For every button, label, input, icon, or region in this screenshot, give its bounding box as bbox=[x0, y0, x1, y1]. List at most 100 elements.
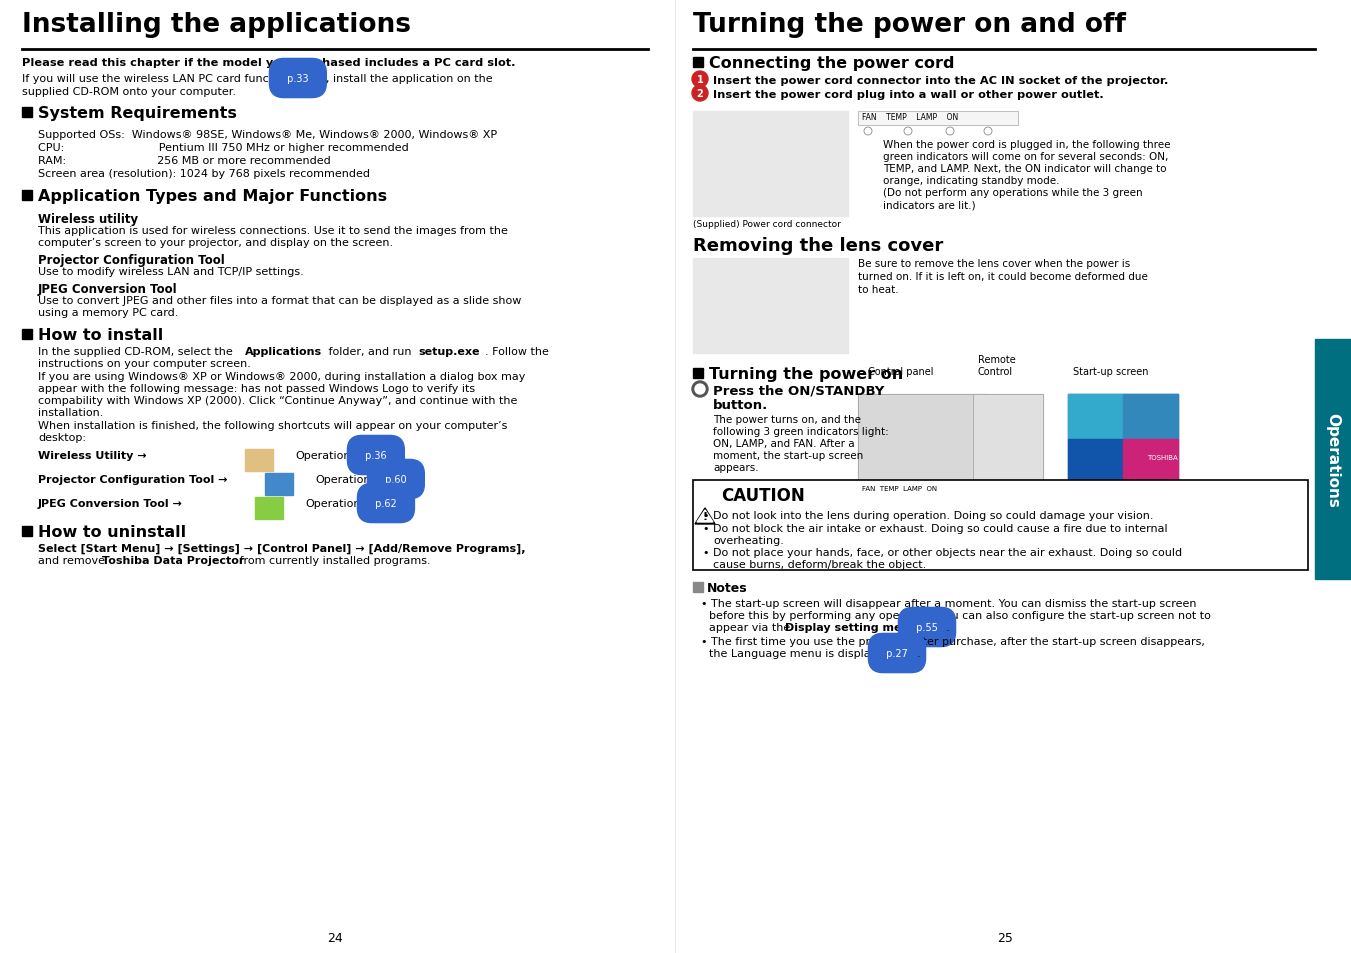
Text: CPU:                           Pentium III 750 MHz or higher recommended: CPU: Pentium III 750 MHz or higher recom… bbox=[38, 143, 409, 152]
Text: • Do not look into the lens during operation. Doing so could damage your vision.: • Do not look into the lens during opera… bbox=[703, 511, 1154, 520]
Text: p.55: p.55 bbox=[913, 622, 942, 633]
Text: the Language menu is displayed: the Language menu is displayed bbox=[709, 648, 892, 659]
Text: Wireless Utility →: Wireless Utility → bbox=[38, 451, 147, 460]
Text: . Follow the: . Follow the bbox=[485, 347, 549, 356]
Text: from currently installed programs.: from currently installed programs. bbox=[236, 556, 431, 565]
Bar bbox=[22, 526, 32, 537]
Text: instructions on your computer screen.: instructions on your computer screen. bbox=[38, 358, 251, 369]
Text: In the supplied CD-ROM, select the: In the supplied CD-ROM, select the bbox=[38, 347, 236, 356]
Bar bbox=[858, 395, 988, 484]
Text: supplied CD-ROM onto your computer.: supplied CD-ROM onto your computer. bbox=[22, 87, 236, 97]
Bar bbox=[858, 484, 988, 497]
Text: to heat.: to heat. bbox=[858, 285, 898, 294]
Text: p.27: p.27 bbox=[884, 648, 911, 659]
Text: • Do not block the air intake or exhaust. Doing so could cause a fire due to int: • Do not block the air intake or exhaust… bbox=[703, 523, 1167, 534]
Text: Projector Configuration Tool: Projector Configuration Tool bbox=[38, 253, 224, 267]
Text: Application Types and Major Functions: Application Types and Major Functions bbox=[38, 189, 388, 204]
Circle shape bbox=[692, 71, 708, 88]
Text: p.33: p.33 bbox=[284, 74, 312, 84]
Text: installation.: installation. bbox=[38, 408, 104, 417]
Text: FAN    TEMP    LAMP    ON: FAN TEMP LAMP ON bbox=[862, 112, 958, 122]
Text: Turning the power on and off: Turning the power on and off bbox=[693, 12, 1125, 38]
Text: compability with Windows XP (2000). Click “Continue Anyway”, and continue with t: compability with Windows XP (2000). Clic… bbox=[38, 395, 517, 406]
Text: How to install: How to install bbox=[38, 328, 163, 343]
Text: JPEG Conversion Tool →: JPEG Conversion Tool → bbox=[38, 498, 182, 509]
Text: FAN  TEMP  LAMP  ON: FAN TEMP LAMP ON bbox=[862, 485, 938, 492]
Circle shape bbox=[929, 499, 936, 505]
Text: 1: 1 bbox=[697, 75, 704, 85]
Text: • Do not place your hands, face, or other objects near the air exhaust. Doing so: • Do not place your hands, face, or othe… bbox=[703, 547, 1182, 558]
Text: Use to modify wireless LAN and TCP/IP settings.: Use to modify wireless LAN and TCP/IP se… bbox=[38, 267, 304, 276]
Bar bbox=[255, 497, 282, 519]
Text: Operations: Operations bbox=[305, 498, 366, 509]
Circle shape bbox=[692, 381, 708, 397]
Text: button.: button. bbox=[713, 398, 769, 412]
Text: Screen area (resolution): 1024 by 768 pixels recommended: Screen area (resolution): 1024 by 768 pi… bbox=[38, 169, 370, 179]
Text: before this by performing any operation. You can also configure the start-up scr: before this by performing any operation.… bbox=[709, 610, 1210, 620]
Text: 25: 25 bbox=[997, 931, 1013, 944]
Text: computer’s screen to your projector, and display on the screen.: computer’s screen to your projector, and… bbox=[38, 237, 393, 248]
Circle shape bbox=[908, 499, 915, 505]
Text: (Supplied) Power cord connector: (Supplied) Power cord connector bbox=[693, 220, 840, 229]
Text: setup.exe: setup.exe bbox=[417, 347, 480, 356]
Text: Insert the power cord plug into a wall or other power outlet.: Insert the power cord plug into a wall o… bbox=[713, 90, 1104, 100]
Bar bbox=[693, 369, 703, 378]
Text: RAM:                          256 MB or more recommended: RAM: 256 MB or more recommended bbox=[38, 156, 331, 166]
Text: using a memory PC card.: using a memory PC card. bbox=[38, 308, 178, 317]
Text: • The first time you use the projector after purchase, after the start-up screen: • The first time you use the projector a… bbox=[701, 637, 1205, 646]
Text: Wireless utility: Wireless utility bbox=[38, 213, 138, 226]
Text: TOSHIBA: TOSHIBA bbox=[1147, 455, 1178, 460]
Text: Removing the lens cover: Removing the lens cover bbox=[693, 236, 943, 254]
Bar bbox=[858, 112, 1019, 126]
Circle shape bbox=[862, 499, 867, 505]
Circle shape bbox=[984, 128, 992, 136]
Text: System Requirements: System Requirements bbox=[38, 106, 236, 121]
Text: Insert the power cord connector into the AC IN socket of the projector.: Insert the power cord connector into the… bbox=[713, 76, 1169, 86]
Text: appear with the following message: has not passed Windows Logo to verify its: appear with the following message: has n… bbox=[38, 384, 476, 394]
Text: 24: 24 bbox=[327, 931, 343, 944]
Bar bbox=[245, 450, 273, 472]
Text: Applications: Applications bbox=[245, 347, 322, 356]
Text: indicators are lit.): indicators are lit.) bbox=[884, 200, 975, 210]
Text: Turning the power on: Turning the power on bbox=[709, 367, 904, 381]
Text: p.62: p.62 bbox=[372, 498, 400, 509]
Text: Use to convert JPEG and other files into a format that can be displayed as a sli: Use to convert JPEG and other files into… bbox=[38, 295, 521, 306]
Text: Operations: Operations bbox=[1325, 412, 1340, 507]
Text: cause burns, deform/break the object.: cause burns, deform/break the object. bbox=[713, 559, 927, 569]
Circle shape bbox=[692, 86, 708, 102]
Bar bbox=[973, 395, 1043, 484]
Text: appears.: appears. bbox=[713, 462, 759, 473]
Text: Operations: Operations bbox=[295, 451, 357, 460]
Text: How to uninstall: How to uninstall bbox=[38, 524, 186, 539]
Text: ON, LAMP, and FAN. After a: ON, LAMP, and FAN. After a bbox=[713, 438, 855, 449]
Text: TEMP, and LAMP. Next, the ON indicator will change to: TEMP, and LAMP. Next, the ON indicator w… bbox=[884, 164, 1166, 173]
Bar bbox=[22, 330, 32, 339]
Text: Please read this chapter if the model you purchased includes a PC card slot.: Please read this chapter if the model yo… bbox=[22, 58, 516, 68]
Bar bbox=[858, 484, 988, 497]
Text: orange, indicating standby mode.: orange, indicating standby mode. bbox=[884, 175, 1059, 186]
Text: Control: Control bbox=[978, 367, 1013, 376]
Circle shape bbox=[865, 128, 871, 136]
Text: Supported OSs:  Windows® 98SE, Windows® Me, Windows® 2000, Windows® XP: Supported OSs: Windows® 98SE, Windows® M… bbox=[38, 130, 497, 140]
Text: !: ! bbox=[703, 512, 708, 521]
Text: If you are using Windows® XP or Windows® 2000, during installation a dialog box : If you are using Windows® XP or Windows®… bbox=[38, 372, 526, 381]
Text: moment, the start-up screen: moment, the start-up screen bbox=[713, 451, 863, 460]
Text: appear via the: appear via the bbox=[709, 622, 794, 633]
Text: When installation is finished, the following shortcuts will appear on your compu: When installation is finished, the follo… bbox=[38, 420, 508, 431]
Bar bbox=[1315, 339, 1351, 579]
Text: Operations: Operations bbox=[315, 475, 376, 484]
Text: and remove: and remove bbox=[38, 556, 108, 565]
Text: If you will use the wireless LAN PC card function: If you will use the wireless LAN PC card… bbox=[22, 74, 293, 84]
Bar bbox=[22, 191, 32, 201]
Text: , install the application on the: , install the application on the bbox=[326, 74, 493, 84]
Bar bbox=[693, 58, 703, 68]
Text: .: . bbox=[917, 648, 920, 659]
Polygon shape bbox=[697, 511, 713, 522]
Text: desktop:: desktop: bbox=[38, 433, 86, 442]
Bar bbox=[693, 258, 848, 354]
Bar bbox=[693, 112, 848, 216]
Text: Installing the applications: Installing the applications bbox=[22, 12, 411, 38]
Bar bbox=[693, 480, 1308, 571]
Bar bbox=[973, 395, 1043, 484]
Bar bbox=[858, 395, 988, 484]
